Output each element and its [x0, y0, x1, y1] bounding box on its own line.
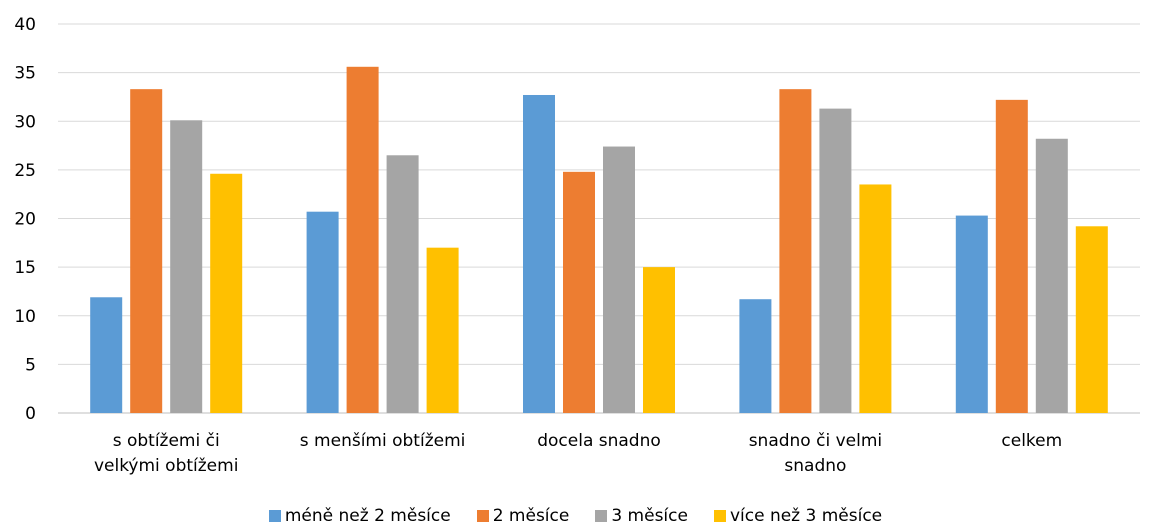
y-tick-label: 20	[14, 210, 36, 230]
y-tick-label: 15	[14, 258, 36, 278]
bar	[346, 66, 379, 413]
bar	[170, 120, 203, 413]
y-tick-label: 35	[14, 64, 36, 84]
legend-swatch	[476, 509, 489, 522]
bar	[90, 297, 123, 413]
x-category-label: celkem	[1001, 431, 1062, 451]
bar	[739, 299, 772, 413]
y-tick-label: 0	[25, 404, 36, 424]
bar	[210, 173, 243, 413]
bar	[130, 89, 163, 413]
y-tick-label: 10	[14, 307, 36, 327]
bar	[523, 94, 555, 414]
bar	[955, 215, 988, 413]
x-axis-labels: s obtížemi či velkými obtížemi s menšími o…	[94, 431, 1062, 476]
x-category-label: snadno či velmi	[749, 431, 882, 451]
legend-swatch	[268, 509, 281, 522]
bar	[1075, 226, 1108, 413]
bar	[563, 171, 595, 413]
legend-item: méně než 2 měsíce	[268, 505, 451, 526]
legend-swatch	[713, 509, 726, 522]
bar	[1035, 138, 1068, 413]
legend-item: 2 měsíce	[476, 505, 570, 526]
legend-label: 3 měsíce	[611, 505, 688, 526]
bar	[819, 108, 852, 414]
legend-swatch	[595, 509, 608, 522]
x-category-label: s obtížemi či	[113, 431, 220, 451]
x-category-label: velkými obtížemi	[94, 456, 238, 476]
bar	[859, 184, 892, 413]
legend-label: více než 3 měsíce	[729, 505, 883, 526]
y-tick-label: 5	[25, 355, 36, 375]
bar	[995, 99, 1028, 413]
bar	[426, 247, 459, 413]
bar	[603, 146, 635, 413]
y-axis-ticks: 0 5 10 15 20 25 30 35 40	[14, 15, 36, 424]
legend-label: 2 měsíce	[492, 505, 570, 526]
y-tick-label: 40	[14, 15, 36, 35]
legend-item: 3 měsíce	[595, 506, 688, 526]
x-category-label: docela snadno	[537, 431, 661, 451]
y-tick-label: 30	[14, 112, 36, 132]
legend: méně než 2 měsíce 2 měsíce 3 měsíce více ne…	[0, 505, 1151, 526]
bar	[306, 211, 339, 413]
y-tick-label: 25	[14, 161, 36, 181]
bar	[643, 267, 675, 413]
bar	[386, 155, 419, 413]
bar-chart: 0 5 10 15 20 25 30 35 40 s obtížemi či velkými ob…	[14, 15, 1140, 476]
x-category-label: s menšími obtížemi	[300, 431, 466, 451]
bar	[779, 89, 812, 413]
legend-label: méně než 2 měsíce	[284, 505, 451, 526]
bars	[90, 66, 1108, 414]
legend-item: více než 3 měsíce	[713, 505, 883, 526]
x-category-label: snadno	[784, 456, 846, 476]
